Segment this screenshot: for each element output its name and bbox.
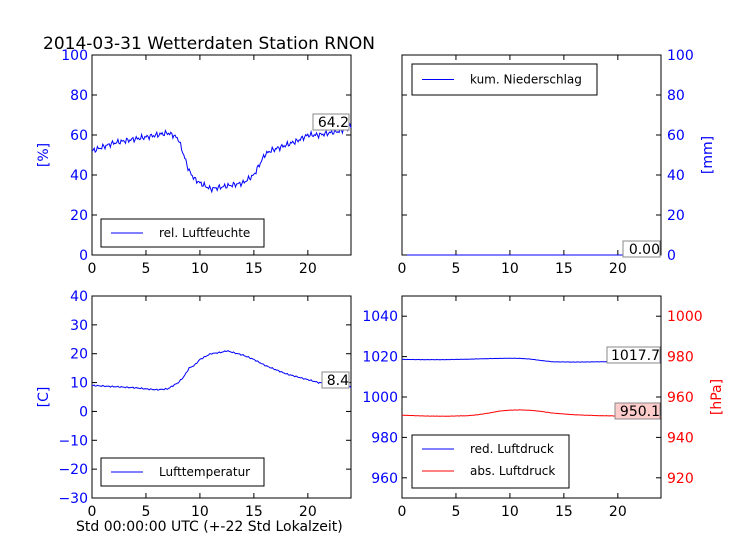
precip-y-tick-label: 40	[667, 168, 685, 184]
precip-annotation: 0.00	[629, 242, 660, 258]
temp-y-tick-label: −10	[58, 433, 88, 449]
humidity-x-tick-label: 5	[141, 261, 150, 277]
temp-x-tick-label: 0	[88, 504, 97, 520]
pressure-x-tick-label: 20	[609, 504, 627, 520]
humidity-x-tick-label: 20	[299, 261, 317, 277]
pressure-x-tick-label: 0	[398, 504, 407, 520]
pressure-annotation-2: 950.1	[620, 404, 660, 420]
temp-annotation: 8.4	[327, 373, 349, 389]
precip-x-tick-label: 20	[609, 261, 627, 277]
temp-y-tick-label: −20	[58, 462, 88, 478]
humidity-y-tick-label: 40	[70, 168, 88, 184]
pressure-x-tick-label: 5	[451, 504, 460, 520]
temp-series-line	[91, 349, 352, 391]
precip-x-tick-label: 0	[398, 261, 407, 277]
temp-x-tick-label: 15	[245, 504, 263, 520]
pressure-y2-tick-label: 980	[667, 350, 694, 366]
pressure-y-tick-label: 980	[371, 430, 398, 446]
humidity-legend-label: rel. Luftfeuchte	[159, 226, 250, 240]
humidity-x-tick-label: 10	[191, 261, 209, 277]
humidity-annotation: 64.2	[318, 115, 349, 131]
temp-annotation-box	[321, 371, 350, 389]
figure-title: 2014-03-31 Wetterdaten Station RNON	[43, 34, 375, 54]
pressure-y2-label: [hPa]	[709, 379, 725, 415]
pressure-y-tick-label: 1000	[362, 390, 398, 406]
precip-y-tick-label: 60	[667, 128, 685, 144]
pressure-y-tick-label: 1040	[362, 309, 398, 325]
humidity-x-tick-label: 15	[245, 261, 263, 277]
pressure-legend-box	[411, 434, 570, 489]
humidity-y-tick-label: 80	[70, 88, 88, 104]
precip-x-tick-label: 15	[555, 261, 573, 277]
pressure-y2-tick-label: 920	[667, 471, 694, 487]
pressure-annotation-1: 1017.7	[611, 348, 660, 364]
humidity-y-tick-label: 20	[70, 208, 88, 224]
pressure-y-tick-label: 1020	[362, 350, 398, 366]
pressure-legend-label: red. Luftdruck	[470, 442, 554, 456]
precip-y-tick-label: 0	[667, 248, 676, 264]
humidity-y-tick-label: 100	[61, 48, 88, 64]
precip-x-tick-label: 5	[451, 261, 460, 277]
pressure-x-tick-label: 10	[501, 504, 519, 520]
temp-y-label: [C]	[36, 387, 52, 408]
pressure-y2-tick-label: 940	[667, 430, 694, 446]
pressure-annotation-box-1	[606, 346, 661, 364]
humidity-annotation-box	[312, 113, 350, 131]
precip-x-tick-label: 10	[501, 261, 519, 277]
precip-y-tick-label: 100	[667, 48, 694, 64]
precip-y-tick-label: 80	[667, 88, 685, 104]
temp-x-tick-label: 20	[299, 504, 317, 520]
pressure-annotation-box-2	[614, 402, 661, 420]
temp-y-tick-label: 30	[70, 318, 88, 334]
humidity-series-line	[91, 122, 352, 194]
precip-y-tick-label: 20	[667, 208, 685, 224]
humidity-y-label: [%]	[36, 143, 52, 167]
temp-x-tick-label: 5	[141, 504, 150, 520]
humidity-x-tick-label: 0	[88, 261, 97, 277]
humidity-y-tick-label: 0	[79, 248, 88, 264]
pressure-legend-label: abs. Luftdruck	[470, 464, 555, 478]
precip-y-label: [mm]	[700, 136, 716, 174]
temp-y-tick-label: 40	[70, 289, 88, 305]
temp-x-tick-label: 10	[191, 504, 209, 520]
precip-annotation-box	[622, 240, 661, 258]
pressure-y-tick-label: 960	[371, 471, 398, 487]
temp-y-tick-label: 10	[70, 376, 88, 392]
temp-y-tick-label: −30	[58, 491, 88, 507]
precip-legend-label: kum. Niederschlag	[470, 73, 582, 87]
humidity-y-tick-label: 60	[70, 128, 88, 144]
temp-y-tick-label: 20	[70, 347, 88, 363]
temp-y-tick-label: 0	[79, 404, 88, 420]
pressure-y2-tick-label: 1000	[667, 309, 703, 325]
pressure-x-tick-label: 15	[555, 504, 573, 520]
temp-legend-label: Lufttemperatur	[159, 465, 250, 479]
pressure-y2-tick-label: 960	[667, 390, 694, 406]
x-axis-label: Std 00:00:00 UTC (+-22 Std Lokalzeit)	[76, 519, 343, 535]
